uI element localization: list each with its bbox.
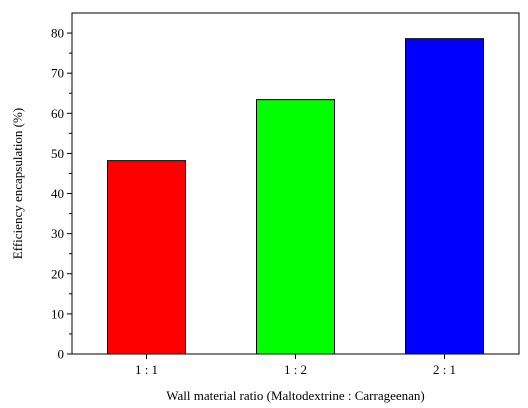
y-tick-label: 10 (51, 306, 64, 321)
y-tick-label: 30 (51, 226, 64, 241)
y-tick-label: 70 (51, 66, 64, 81)
y-axis-ticks: 0 10 20 30 40 50 60 70 80 (51, 26, 72, 362)
x-axis-label: Wall material ratio (Maltodextrine : Car… (166, 388, 424, 403)
y-tick-label: 40 (51, 186, 64, 201)
x-tick-label: 1 : 1 (135, 362, 158, 377)
x-tick-label: 2 : 1 (433, 362, 456, 377)
y-tick-label: 80 (51, 26, 64, 41)
y-axis-label: Efficiency encapsulation (%) (10, 108, 25, 259)
y-tick-label: 50 (51, 146, 64, 161)
x-tick-label: 1 : 2 (284, 362, 307, 377)
bar-1 (107, 160, 186, 355)
y-tick-label: 20 (51, 266, 64, 281)
bar-3 (405, 38, 484, 355)
bar-2 (256, 99, 335, 355)
bars-group (107, 38, 484, 355)
plot-frame (71, 12, 520, 355)
x-axis-ticks: 1 : 1 1 : 2 2 : 1 (135, 354, 456, 377)
y-tick-label: 0 (58, 347, 65, 362)
y-tick-label: 60 (51, 106, 64, 121)
